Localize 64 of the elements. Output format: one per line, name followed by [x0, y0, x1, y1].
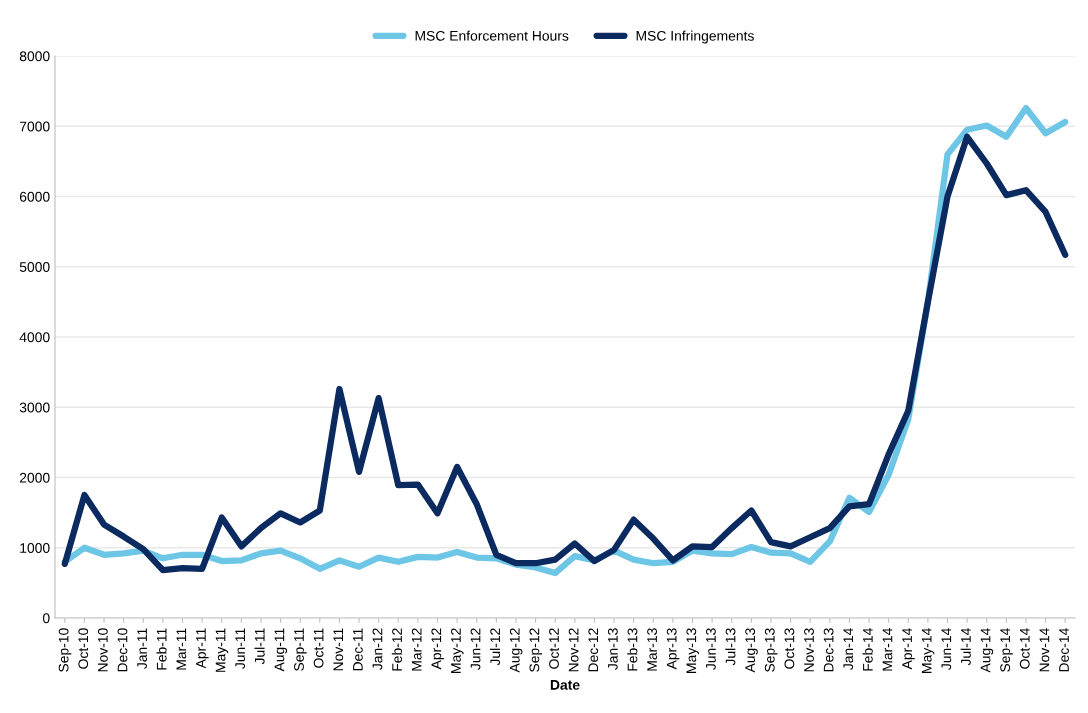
x-tick-label: Nov-13 — [804, 628, 814, 672]
legend-label: MSC Infringements — [636, 30, 754, 44]
x-tick-label: Mar-11 — [176, 628, 187, 670]
x-tick-label: Oct-10 — [78, 628, 89, 669]
x-tick-label: Aug-12 — [509, 628, 523, 673]
x-tick-label: Apr-13 — [666, 628, 680, 670]
x-tick-label: Sep-13 — [764, 628, 778, 672]
x-tick-label: Jul-11 — [254, 628, 265, 665]
x-axis-title: Date — [550, 680, 580, 690]
x-tick-label: Aug-11 — [274, 628, 288, 672]
y-tick-label: 3000 — [19, 402, 50, 413]
x-tick-label: Nov-10 — [97, 628, 108, 672]
x-tick-label: Jul-13 — [725, 628, 736, 666]
x-tick-label: Sep-10 — [58, 628, 72, 672]
y-tick-label: 8000 — [19, 51, 50, 62]
x-tick-label: Feb-11 — [156, 628, 167, 670]
x-tick-label: Jun-14 — [941, 628, 952, 670]
x-tick-label: Mar-12 — [411, 628, 422, 671]
x-tick-label: Feb-13 — [627, 628, 638, 671]
x-tick-label: Dec-12 — [588, 628, 599, 672]
x-tick-label: Oct-12 — [549, 628, 559, 669]
x-tick-label: Oct-13 — [784, 628, 795, 669]
x-tick-label: Jan-11 — [137, 628, 147, 669]
y-tick-label: 2000 — [19, 472, 50, 483]
x-tick-label: Aug-14 — [980, 628, 994, 673]
x-tick-label: Sep-11 — [294, 628, 307, 671]
x-tick-label: Sep-14 — [1000, 628, 1013, 672]
x-tick-label: Oct-11 — [313, 628, 324, 668]
x-tick-label: Dec-11 — [353, 628, 363, 671]
x-tick-label: Nov-11 — [333, 628, 344, 671]
x-tick-label: Nov-12 — [568, 628, 579, 672]
x-tick-label: Mar-14 — [882, 628, 893, 671]
x-tick-label: Feb-14 — [862, 628, 873, 671]
y-tick-label: 0 — [42, 613, 50, 624]
x-tick-label: Jun-13 — [706, 628, 716, 670]
x-tick-label: Oct-14 — [1019, 628, 1030, 669]
x-tick-label: Aug-13 — [745, 628, 758, 673]
x-tick-label: May-11 — [215, 628, 229, 672]
x-tick-label: May-12 — [451, 628, 464, 673]
x-tick-label: May-13 — [686, 628, 699, 673]
y-tick-label: 7000 — [19, 121, 50, 132]
legend-label: MSC Enforcement Hours — [415, 30, 569, 41]
y-tick-label: 6000 — [19, 191, 50, 202]
x-tick-label: Mar-13 — [647, 628, 657, 671]
x-tick-label: Jun-11 — [235, 628, 246, 669]
x-tick-label: Apr-12 — [431, 628, 444, 670]
x-tick-label: Jan-12 — [372, 628, 383, 670]
y-tick-label: 4000 — [19, 332, 50, 343]
x-tick-label: Nov-14 — [1039, 628, 1050, 672]
x-tick-label: Sep-12 — [529, 628, 543, 672]
x-tick-label: Dec-10 — [117, 628, 128, 672]
x-tick-label: Feb-12 — [391, 628, 402, 671]
x-tick-label: Dec-14 — [1059, 628, 1069, 672]
x-tick-label: Jan-14 — [843, 628, 854, 670]
x-tick-label: May-14 — [921, 628, 935, 673]
y-tick-label: 5000 — [19, 262, 50, 272]
x-tick-label: Jun-12 — [470, 628, 481, 670]
x-tick-label: Dec-13 — [823, 628, 834, 672]
x-tick-label: Apr-14 — [902, 628, 915, 670]
x-tick-label: Jul-12 — [489, 628, 501, 666]
x-tick-label: Jul-14 — [960, 628, 971, 666]
x-tick-label: Jan-13 — [607, 628, 618, 670]
y-tick-label: 1000 — [20, 543, 50, 553]
x-tick-label: Apr-11 — [196, 628, 209, 669]
